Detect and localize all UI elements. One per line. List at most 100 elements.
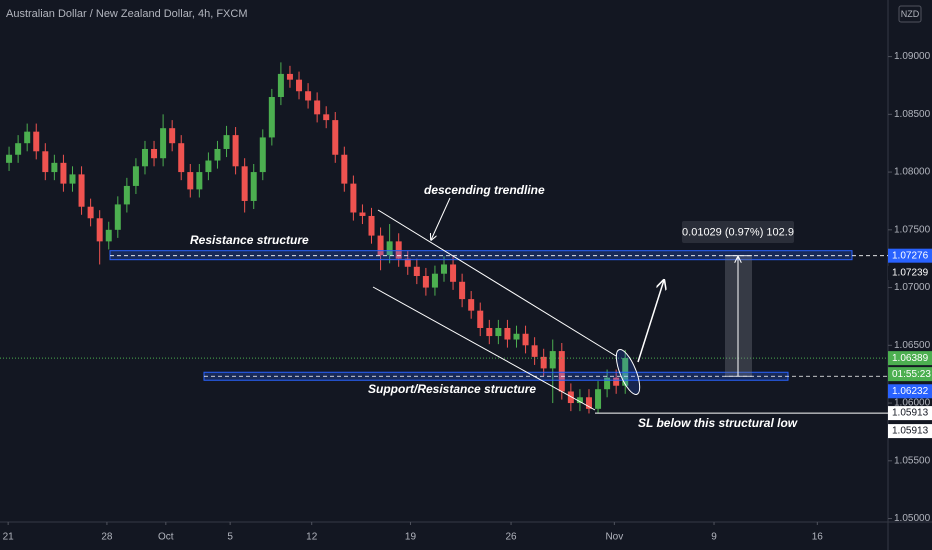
y-tick-label: 1.08000 — [894, 167, 931, 178]
price-tag — [888, 248, 932, 263]
annotation: Resistance structure — [190, 233, 309, 247]
candle-body — [368, 215, 375, 236]
candle-body — [69, 174, 76, 184]
price-tag-label: 1.06232 — [892, 386, 929, 397]
price-tag-label: 1.05913 — [892, 408, 929, 419]
x-tick-label: Oct — [158, 532, 174, 543]
candle-body — [141, 148, 148, 167]
candle-body — [114, 204, 121, 230]
x-tick-label: 9 — [711, 532, 717, 543]
resistance-zone — [109, 250, 853, 261]
candle-body — [332, 120, 339, 155]
x-tick-label: 5 — [227, 532, 233, 543]
x-tick-label: 26 — [505, 532, 517, 543]
candle-body — [549, 351, 556, 369]
currency-button[interactable] — [898, 5, 922, 23]
candle-body — [395, 241, 402, 259]
candle-body — [513, 333, 520, 340]
candle-body — [123, 185, 130, 205]
candle-body — [33, 131, 40, 152]
candle-body — [105, 229, 112, 242]
candle-body — [323, 114, 330, 121]
y-tick-label: 1.09000 — [894, 51, 931, 62]
candle-body — [504, 327, 511, 340]
countdown-label: 01:55:23 — [892, 369, 931, 380]
candle-body — [404, 258, 411, 267]
countdown-tag — [888, 367, 932, 382]
candle-body — [486, 327, 493, 337]
y-tick-label: 1.07000 — [894, 282, 931, 293]
candle-body — [477, 310, 484, 328]
price-tag — [888, 265, 932, 280]
candle-body — [495, 327, 502, 337]
candle-body — [151, 148, 158, 159]
candle-body — [132, 166, 139, 186]
x-tick-label: Nov — [605, 532, 623, 543]
candle-body — [341, 154, 348, 184]
candle-body — [187, 172, 194, 190]
candle-body — [604, 377, 611, 390]
candle-body — [6, 154, 13, 163]
currency-label: NZD — [901, 9, 920, 19]
y-tick-label: 1.08500 — [894, 109, 931, 120]
y-tick-label: 1.06000 — [894, 398, 931, 409]
y-tick-label: 1.07500 — [894, 224, 931, 235]
candle-body — [259, 137, 266, 173]
price-tag-label: 1.05913 — [892, 426, 929, 437]
breakout-arrow — [637, 280, 664, 363]
candle-body — [241, 166, 248, 201]
candle-body — [531, 345, 538, 357]
candle-body — [60, 162, 67, 184]
candle-body — [567, 391, 574, 404]
chart-title: Australian Dollar / New Zealand Dollar, … — [6, 8, 247, 20]
candle-body — [413, 266, 420, 277]
candle-body — [296, 79, 303, 92]
candle-body — [522, 333, 529, 346]
candle-body — [78, 174, 85, 207]
candle-body — [422, 276, 429, 288]
candle-body — [613, 377, 620, 386]
price-tag-label: 1.06389 — [892, 353, 929, 364]
y-tick-label: 1.05000 — [894, 513, 931, 524]
candle-body — [450, 264, 457, 282]
candle-body — [24, 131, 31, 144]
candle-body — [42, 151, 49, 173]
candle-body — [214, 148, 221, 161]
x-tick-label: 21 — [3, 532, 15, 543]
channel-upper — [377, 209, 617, 357]
price-tag — [888, 384, 932, 399]
candle-body — [558, 351, 565, 392]
candle-body — [585, 397, 592, 409]
candle-body — [96, 218, 103, 242]
candle-body — [232, 135, 239, 167]
price-tag — [888, 406, 932, 421]
candle-body — [223, 135, 230, 149]
measure-label: 0.01029 (0.97%) 102.9 — [682, 226, 794, 238]
candle-body — [305, 91, 312, 101]
trendline-arrow — [431, 197, 451, 240]
x-tick-label: 16 — [812, 532, 824, 543]
candle-body — [277, 73, 284, 98]
measure-label-box — [682, 221, 794, 243]
price-tag-label: 1.07239 — [892, 268, 929, 279]
candle-body — [595, 389, 602, 409]
y-tick-label: 1.05500 — [894, 455, 931, 466]
annotation: Support/Resistance structure — [368, 382, 536, 396]
candle-body — [350, 183, 357, 213]
candle-body — [205, 160, 212, 173]
candle-body — [268, 97, 275, 138]
breakout-ellipse — [615, 349, 641, 395]
x-tick-label: 28 — [101, 532, 113, 543]
candle-body — [431, 273, 438, 288]
x-tick-label: 19 — [405, 532, 417, 543]
candle-body — [314, 100, 321, 115]
candle-body — [359, 212, 366, 216]
candle-body — [169, 128, 176, 144]
candle-body — [51, 162, 58, 173]
candle-body — [441, 264, 447, 274]
candle-body — [196, 172, 203, 190]
candle-body — [576, 397, 583, 404]
candle-body — [286, 73, 293, 80]
